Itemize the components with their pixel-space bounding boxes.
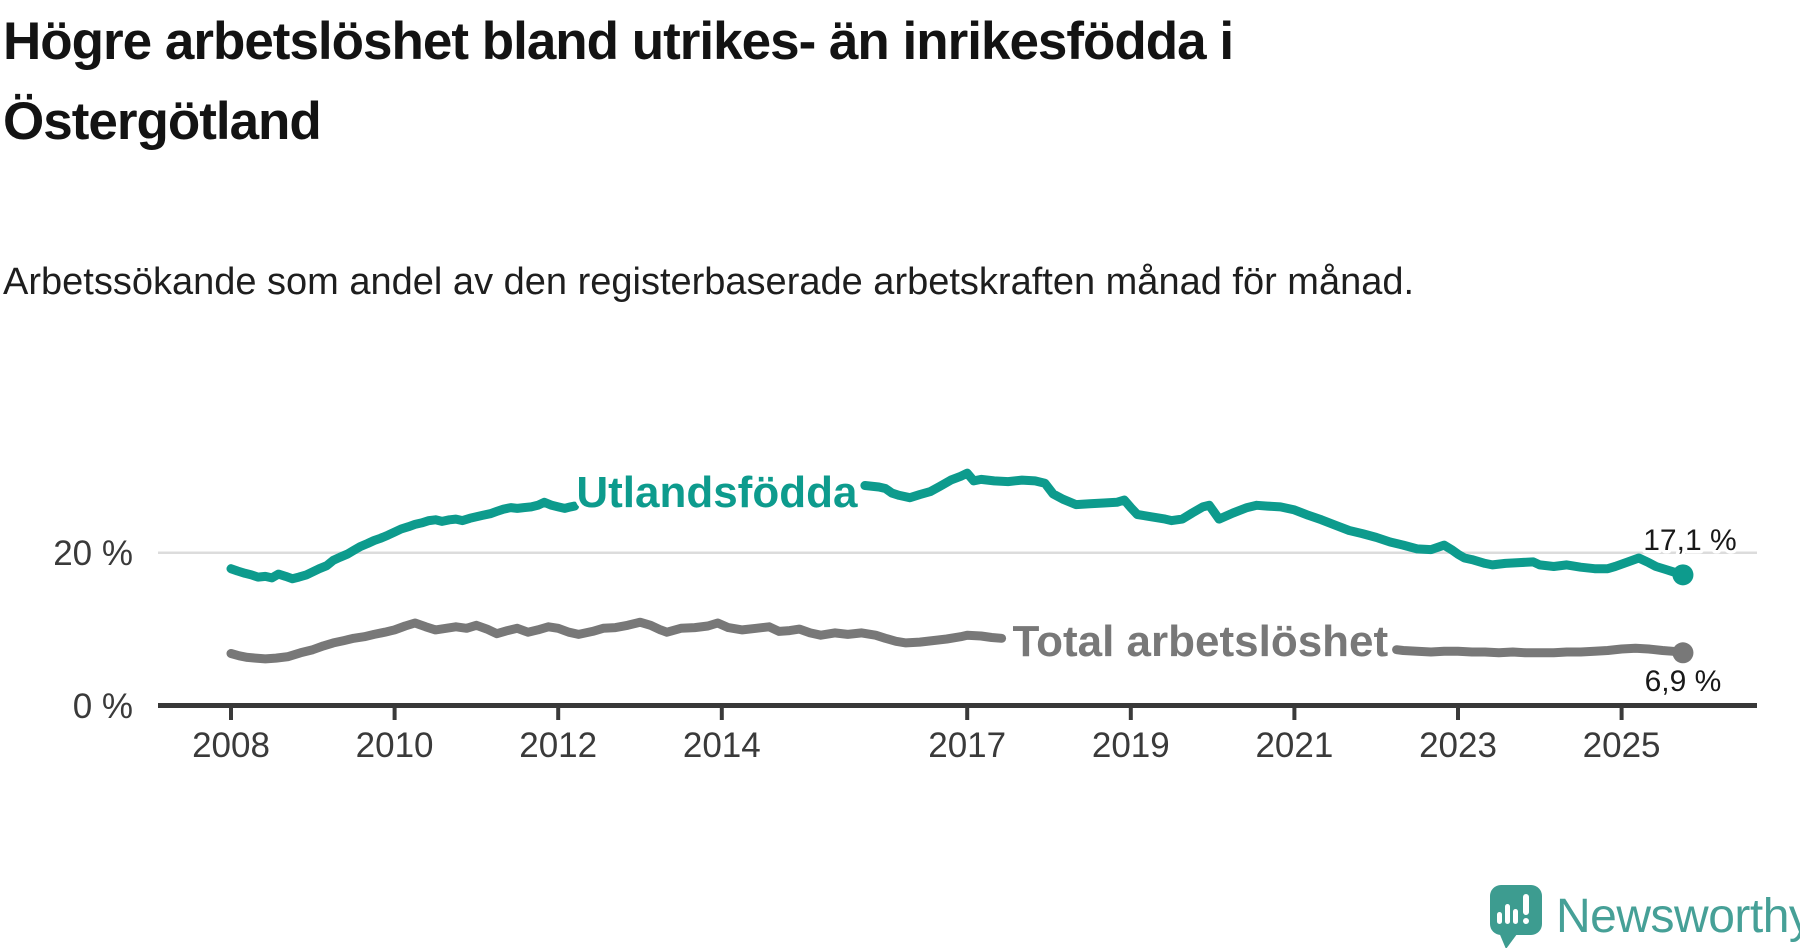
y-tick-label-0: 0 % bbox=[73, 687, 133, 726]
mini-bar-chart-icon bbox=[1497, 904, 1518, 924]
chart-title: Högre arbetslöshet bland utrikes- än inr… bbox=[3, 12, 1234, 151]
newsworthy-logo-icon bbox=[1490, 885, 1542, 948]
chart-content-group: 2008 2010 2012 2014 2017 2019 2021 2023 2025 Utla… bbox=[192, 464, 1740, 765]
series-end-dot bbox=[1672, 564, 1694, 586]
y-tick-label-20: 20 % bbox=[53, 534, 133, 573]
series-value-label: 17,1 % bbox=[1643, 524, 1736, 557]
x-tick-label: 2021 bbox=[1255, 726, 1333, 765]
newsworthy-logo-text: Newsworthy bbox=[1556, 890, 1800, 943]
series-line bbox=[1392, 643, 1688, 658]
x-tick-label: 2019 bbox=[1092, 726, 1170, 765]
x-tick-label: 2012 bbox=[519, 726, 597, 765]
x-tick-label: 2017 bbox=[928, 726, 1006, 765]
series-line bbox=[860, 468, 1688, 580]
x-tick-label: 2023 bbox=[1419, 726, 1497, 765]
series-end-dot bbox=[1672, 642, 1694, 664]
exclamation-icon bbox=[1523, 894, 1529, 924]
speech-bubble-tail bbox=[1498, 930, 1520, 948]
newsworthy-logo: Newsworthy bbox=[1490, 884, 1800, 948]
series-label: Total arbetslöshet bbox=[1012, 617, 1388, 666]
x-tick-label: 2008 bbox=[192, 726, 270, 765]
chart-subtitle: Arbetssökande som andel av den registerb… bbox=[3, 261, 1415, 303]
x-tick-label: 2014 bbox=[683, 726, 761, 765]
series-value-label: 6,9 % bbox=[1645, 665, 1722, 698]
x-tick-label: 2025 bbox=[1583, 726, 1661, 765]
x-tick-label: 2010 bbox=[356, 726, 434, 765]
series-line bbox=[226, 497, 580, 584]
series-label: Utlandsfödda bbox=[576, 468, 858, 517]
series-line bbox=[226, 617, 1007, 664]
